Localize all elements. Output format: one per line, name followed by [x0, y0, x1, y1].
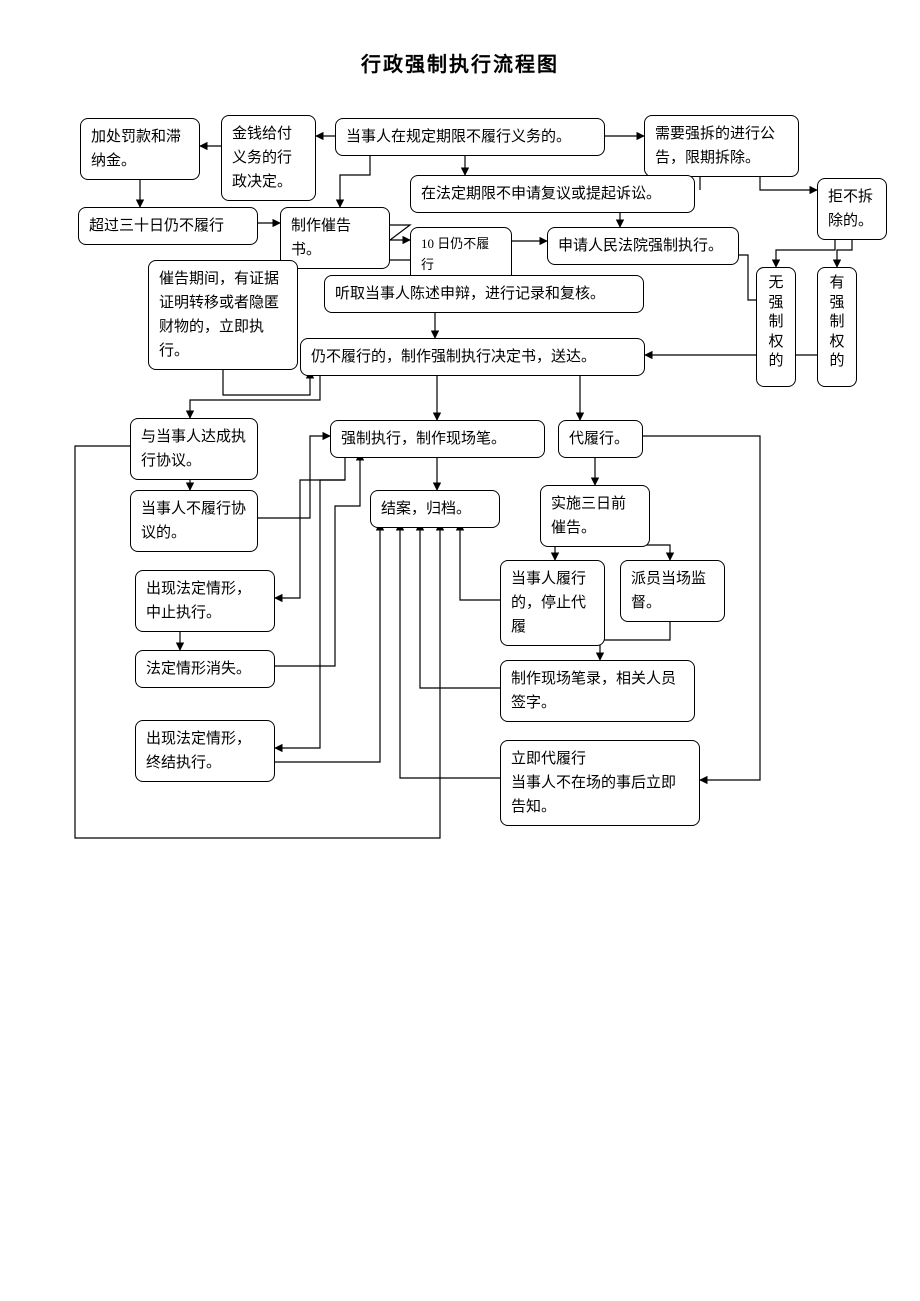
node-n_terminate: 出现法定情形，终结执行。 [135, 720, 275, 782]
node-n_refuse: 拒不拆除的。 [817, 178, 887, 240]
node-n_3day: 实施三日前催告。 [540, 485, 650, 547]
node-n_noagree: 当事人不履行协议的。 [130, 490, 258, 552]
node-n_hasqz: 有强制权的 [817, 267, 857, 387]
node-n_stop_dai: 当事人履行的，停止代履 [500, 560, 605, 646]
node-n_money: 金钱给付义务的行政决定。 [221, 115, 316, 201]
edge-n_immediate-n_close [400, 523, 500, 778]
node-n_penalty: 加处罚款和滞纳金。 [80, 118, 200, 180]
node-n_noqz: 无强制权的 [756, 267, 796, 387]
edge-n_start-n_cuigao [340, 154, 370, 207]
node-n_disappear: 法定情形消失。 [135, 650, 275, 688]
node-n_decision: 仍不履行的，制作强制执行决定书，送达。 [300, 338, 645, 376]
edge-n_enforce-n_suspend [275, 453, 345, 598]
edge-n_stop_dai-n_close [460, 523, 500, 600]
diagram-title: 行政强制执行流程图 [0, 48, 920, 77]
node-n_evidence: 催告期间，有证据证明转移或者隐匿财物的，立即执行。 [148, 260, 298, 370]
node-n_over30: 超过三十日仍不履行 [78, 207, 258, 245]
node-n_start: 当事人在规定期限不履行义务的。 [335, 118, 605, 156]
edge-n_noagree-n_enforce [258, 436, 330, 518]
edge-n_record-n_close [420, 523, 500, 688]
edge-n_decision-n_agree [190, 371, 320, 418]
node-n_demolish: 需要强拆的进行公告，限期拆除。 [644, 115, 799, 177]
node-n_nofuyi: 在法定期限不申请复议或提起诉讼。 [410, 175, 695, 213]
node-n_monitor: 派员当场监督。 [620, 560, 725, 622]
node-n_record: 制作现场笔录，相关人员签字。 [500, 660, 695, 722]
node-n_court: 申请人民法院强制执行。 [547, 227, 739, 265]
node-n_enforce: 强制执行，制作现场笔。 [330, 420, 545, 458]
node-n_cuigao: 制作催告书。 [280, 207, 390, 269]
edge-n_enforce-n_terminate [275, 480, 345, 748]
node-n_suspend: 出现法定情形，中止执行。 [135, 570, 275, 632]
edge-n_cuigao-n_10day [390, 225, 410, 240]
node-n_immediate: 立即代履行当事人不在场的事后立即告知。 [500, 740, 700, 826]
node-n_dai: 代履行。 [558, 420, 643, 458]
edge-n_terminate-n_close [275, 523, 380, 762]
node-n_agree: 与当事人达成执行协议。 [130, 418, 258, 480]
node-n_hearing: 听取当事人陈述申辩，进行记录和复核。 [324, 275, 644, 313]
node-n_close: 结案，归档。 [370, 490, 500, 528]
edge-n_disappear-n_enforce [275, 453, 360, 666]
